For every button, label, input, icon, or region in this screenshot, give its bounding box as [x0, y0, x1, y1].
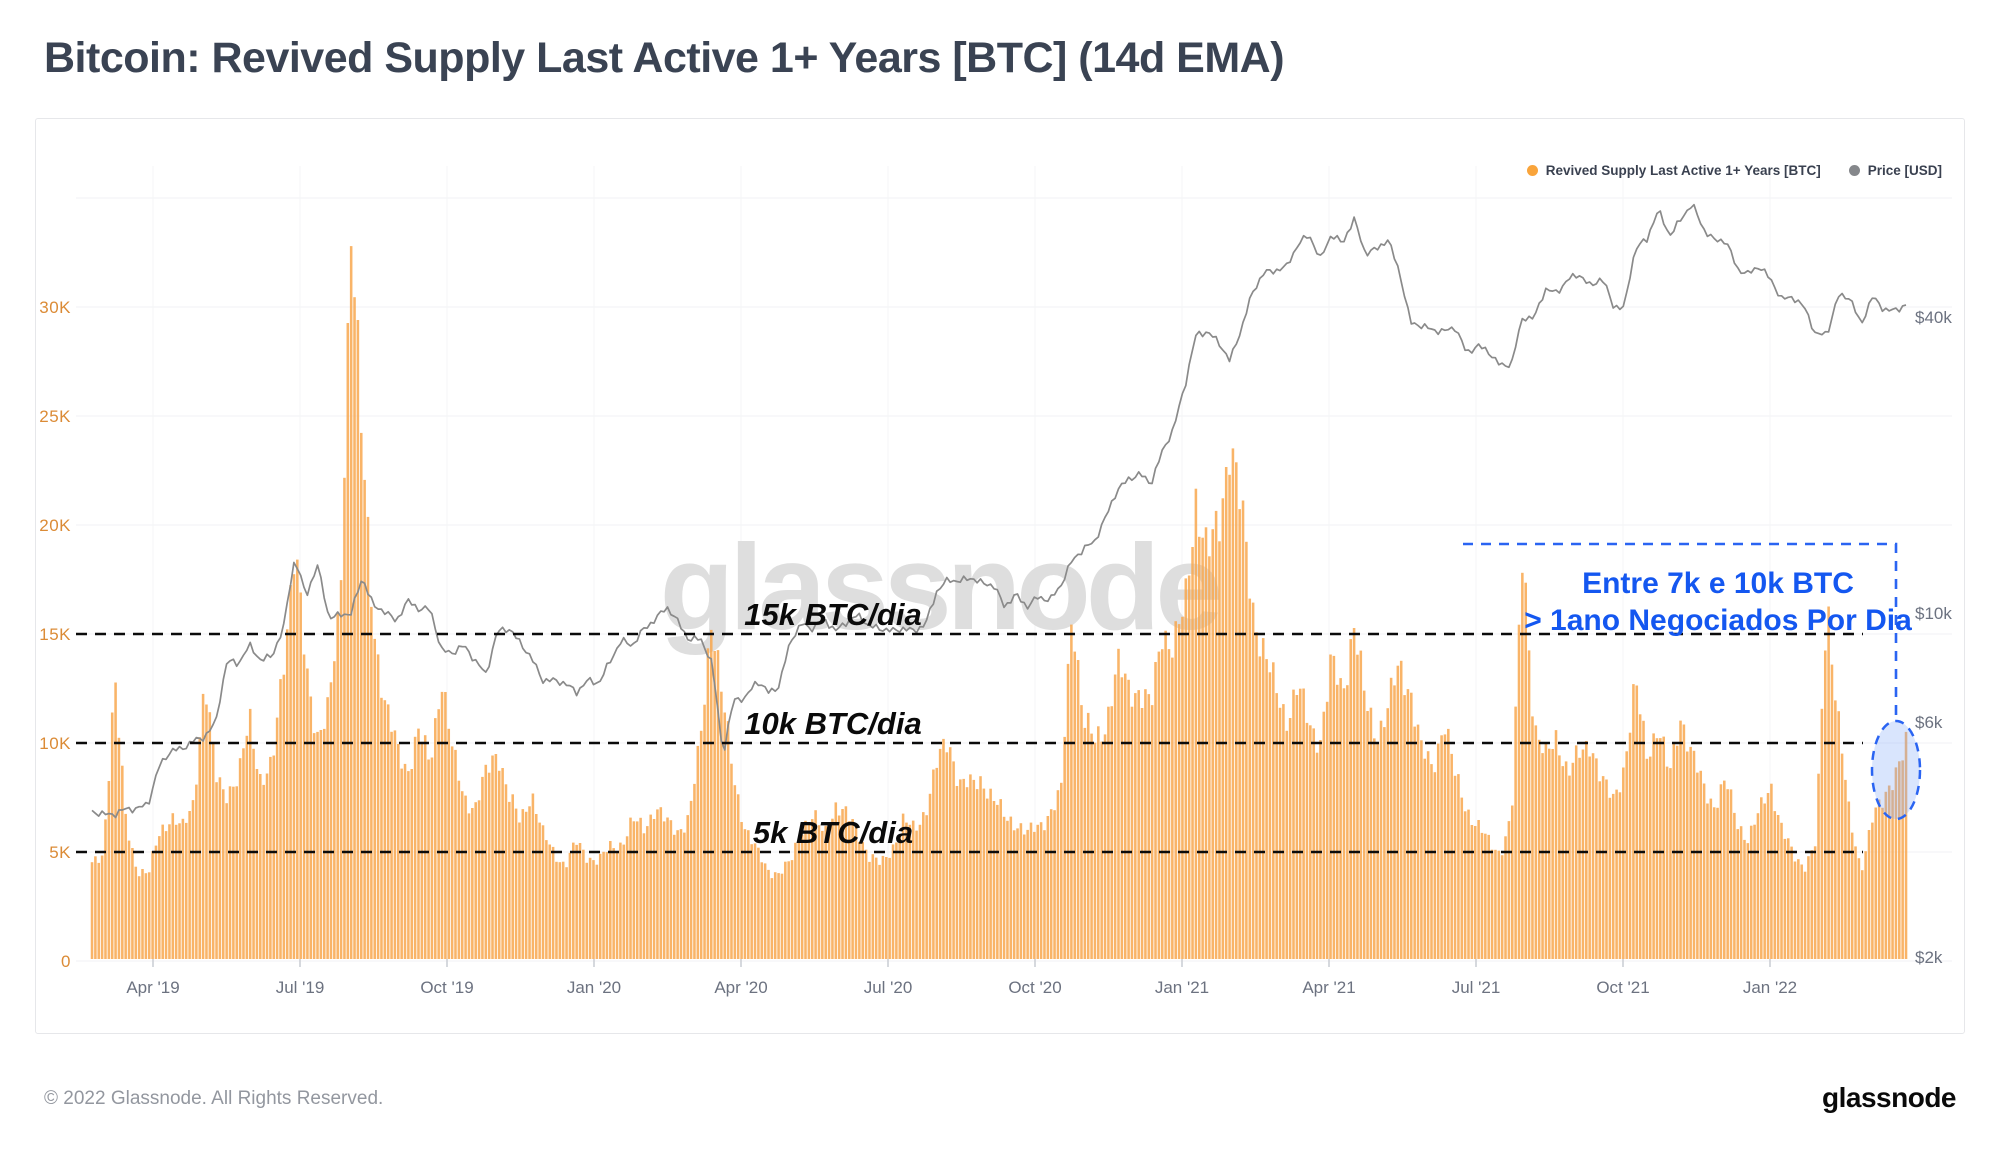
right-axis-tick: $40k — [1915, 308, 1952, 327]
left-axis-tick: 10K — [39, 734, 71, 753]
page-title: Bitcoin: Revived Supply Last Active 1+ Y… — [44, 34, 1285, 82]
highlight-ellipse — [1870, 719, 1922, 821]
legend-item[interactable]: Price [USD] — [1848, 163, 1942, 178]
x-tick-label: Jul '20 — [864, 978, 913, 997]
x-tick-label: Jul '21 — [1452, 978, 1501, 997]
chart-card: glassnode 15k BTC/dia 10k BTC/dia 5k BTC/d… — [35, 118, 1965, 1034]
left-axis-tick: 0 — [61, 952, 71, 971]
right-axis-labels: $2k $6k $10k $40k — [1915, 308, 1952, 967]
revived-supply-bars — [90, 246, 1908, 960]
blue-annotation-shapes — [1463, 542, 1922, 821]
x-tick-label: Jul '19 — [276, 978, 325, 997]
threshold-dashed-lines: 15k BTC/dia 10k BTC/dia 5k BTC/dia — [76, 597, 1863, 854]
x-tick-label: Apr '21 — [1302, 978, 1355, 997]
left-axis-tick: 25K — [39, 407, 71, 426]
legend-label: Price [USD] — [1867, 163, 1942, 178]
right-axis-tick: $6k — [1915, 713, 1943, 732]
chart-legend: Revived Supply Last Active 1+ Years [BTC… — [1526, 163, 1942, 178]
legend-item[interactable]: Revived Supply Last Active 1+ Years [BTC… — [1526, 163, 1821, 178]
left-axis-labels: 0 5K 10K 15K 20K 25K 30K — [39, 298, 71, 971]
right-axis-tick: $2k — [1915, 948, 1943, 967]
threshold-label: 15k BTC/dia — [744, 597, 921, 632]
blue-note-line2: > 1ano Negociados Por Dia — [1524, 604, 1912, 637]
threshold-label: 10k BTC/dia — [744, 706, 921, 741]
left-axis-tick: 20K — [39, 516, 71, 535]
x-tick-label: Oct '20 — [1008, 978, 1061, 997]
threshold-label: 5k BTC/dia — [753, 815, 913, 850]
blue-dashed-guide — [1463, 542, 1898, 719]
x-tick-label: Jan '22 — [1743, 978, 1797, 997]
glassnode-logo: glassnode — [1822, 1082, 1956, 1113]
legend-dot-icon — [1526, 165, 1538, 176]
legend-label: Revived Supply Last Active 1+ Years [BTC… — [1545, 163, 1821, 178]
left-axis-tick: 5K — [49, 843, 71, 862]
x-tick-label: Oct '19 — [420, 978, 473, 997]
x-tick-label: Apr '20 — [714, 978, 767, 997]
blue-annotation-note: Entre 7k e 10k BTC > 1ano Negociados Por… — [1463, 565, 1973, 639]
x-tick-label: Oct '21 — [1596, 978, 1649, 997]
left-axis-tick: 30K — [39, 298, 71, 317]
blue-note-line1: Entre 7k e 10k BTC — [1582, 567, 1854, 600]
x-tick-label: Apr '19 — [126, 978, 179, 997]
right-axis-tick: $10k — [1915, 604, 1952, 623]
x-tick-label: Jan '20 — [567, 978, 621, 997]
x-axis-labels: Apr '19 Jul '19 Oct '19 Jan '20 Apr '20 Jul '… — [126, 978, 1797, 997]
price-line — [91, 203, 1907, 819]
left-axis-tick: 15K — [39, 625, 71, 644]
footer-copyright: © 2022 Glassnode. All Rights Reserved. — [44, 1088, 384, 1109]
legend-dot-icon — [1848, 165, 1860, 176]
x-tick-label: Jan '21 — [1155, 978, 1209, 997]
